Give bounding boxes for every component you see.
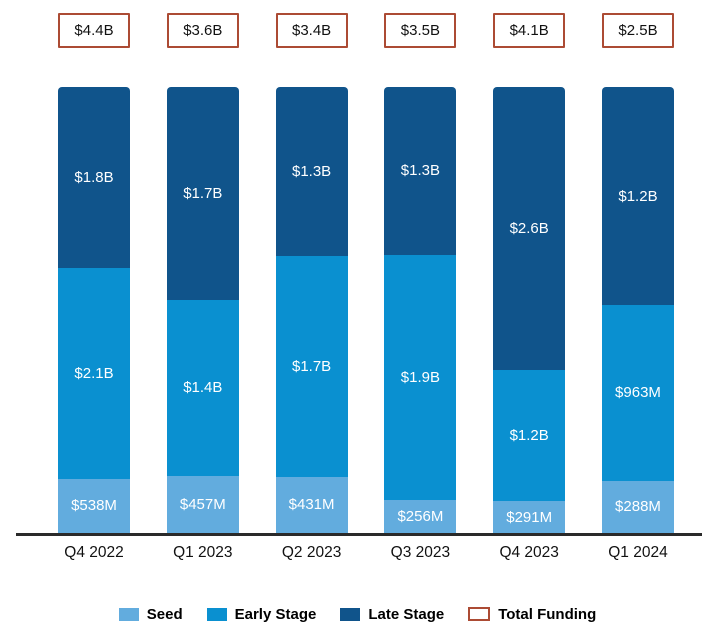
legend-swatch-total-funding	[468, 607, 491, 621]
early-segment-q1-2024: $963M	[601, 305, 674, 481]
late-segment-value: $1.2B	[618, 187, 658, 205]
bar-q1-2023: $1.7B $1.4B $457M	[166, 87, 239, 533]
early-segment-q3-2023: $1.9B	[384, 254, 457, 500]
late-segment-q1-2023: $1.7B	[166, 87, 239, 301]
legend-item-total-funding: Total Funding	[468, 606, 596, 623]
seed-segment-value: $291M	[506, 508, 553, 526]
seed-segment-value: $457M	[179, 495, 226, 513]
legend-label-seed: Seed	[146, 605, 183, 623]
x-axis-label-q1-2023: Q1 2023	[173, 544, 233, 561]
legend-swatch-early-stage	[206, 607, 227, 621]
early-segment-value: $2.1B	[74, 364, 114, 382]
late-segment-q4-2023: $2.6B	[493, 87, 566, 371]
early-segment-value: $963M	[615, 384, 661, 402]
legend-item-seed: Seed	[118, 605, 183, 623]
seed-segment-value: $256M	[397, 507, 444, 525]
total-funding-value: $4.4B	[74, 22, 114, 39]
x-axis-label-q4-2022: Q4 2022	[64, 544, 124, 561]
x-axis-line	[16, 533, 702, 536]
legend-item-early-stage: Early Stage	[206, 605, 317, 623]
total-funding-value: $2.5B	[618, 22, 658, 39]
bar-q4-2023: $2.6B $1.2B $291M	[493, 87, 566, 533]
legend-label-late-stage: Late Stage	[368, 605, 445, 623]
x-axis-label-q1-2024: Q1 2024	[608, 544, 668, 561]
totals-row: $4.4B $3.6B $3.4B $3.5B $4.1B $2.5B	[58, 13, 674, 48]
legend-label-total-funding: Total Funding	[498, 605, 597, 623]
bar-q2-2023: $1.3B $1.7B $431M	[275, 87, 348, 533]
late-segment-value: $1.7B	[183, 185, 223, 203]
legend-swatch-late-stage	[340, 607, 361, 621]
total-funding-box-q1-2024: $2.5B	[601, 13, 674, 48]
bar-q1-2024: $1.2B $963M $288M	[601, 87, 674, 533]
seed-segment-q1-2023: $457M	[166, 475, 239, 533]
late-segment-q3-2023: $1.3B	[384, 87, 457, 255]
seed-segment-q2-2023: $431M	[275, 476, 348, 533]
legend-swatch-seed	[118, 607, 139, 621]
early-segment-value: $1.9B	[400, 368, 440, 386]
early-segment-q4-2022: $2.1B	[58, 267, 130, 479]
late-segment-value: $1.8B	[74, 168, 114, 186]
total-funding-value: $3.4B	[291, 22, 332, 39]
late-segment-q1-2024: $1.2B	[601, 87, 674, 306]
total-funding-box-q1-2023: $3.6B	[166, 13, 239, 48]
late-segment-value: $2.6B	[509, 220, 549, 238]
seed-segment-q4-2023: $291M	[493, 501, 566, 533]
bars-row: $1.8B $2.1B $538M $1.7B $1.4B $457M $1.3B $1.7B…	[58, 87, 674, 533]
seed-segment-q3-2023: $256M	[384, 499, 457, 533]
early-segment-q2-2023: $1.7B	[275, 255, 348, 477]
total-funding-value: $4.1B	[509, 22, 549, 39]
late-segment-value: $1.3B	[291, 162, 332, 180]
bar-q4-2022: $1.8B $2.1B $538M	[58, 87, 130, 533]
legend: Seed Early Stage Late Stage Total Funding	[0, 603, 715, 625]
seed-segment-value: $431M	[288, 496, 335, 514]
seed-segment-q1-2024: $288M	[601, 480, 674, 533]
total-funding-box-q4-2023: $4.1B	[493, 13, 566, 48]
early-segment-q4-2023: $1.2B	[493, 370, 566, 502]
early-segment-value: $1.2B	[509, 427, 549, 445]
x-axis-label-q4-2023: Q4 2023	[499, 544, 559, 561]
early-segment-value: $1.7B	[291, 357, 332, 375]
early-segment-q1-2023: $1.4B	[166, 300, 239, 476]
late-segment-q2-2023: $1.3B	[275, 87, 348, 256]
total-funding-value: $3.6B	[183, 22, 223, 39]
bar-q3-2023: $1.3B $1.9B $256M	[384, 87, 457, 533]
early-segment-value: $1.4B	[183, 379, 223, 397]
total-funding-value: $3.5B	[400, 22, 440, 39]
total-funding-box-q4-2022: $4.4B	[58, 13, 130, 48]
x-axis-labels: Q4 2022 Q1 2023 Q2 2023 Q3 2023 Q4 2023 Q1 20…	[58, 544, 674, 562]
seed-segment-value: $288M	[615, 498, 661, 516]
legend-label-early-stage: Early Stage	[234, 605, 317, 623]
x-axis-label-q3-2023: Q3 2023	[390, 544, 451, 561]
legend-item-late-stage: Late Stage	[340, 606, 444, 623]
total-funding-box-q2-2023: $3.4B	[275, 13, 348, 48]
late-segment-q4-2022: $1.8B	[58, 87, 130, 268]
x-axis-label-q2-2023: Q2 2023	[281, 544, 342, 561]
total-funding-box-q3-2023: $3.5B	[384, 13, 457, 48]
seed-segment-value: $538M	[71, 497, 117, 515]
seed-segment-q4-2022: $538M	[58, 478, 130, 533]
late-segment-value: $1.3B	[400, 162, 440, 180]
